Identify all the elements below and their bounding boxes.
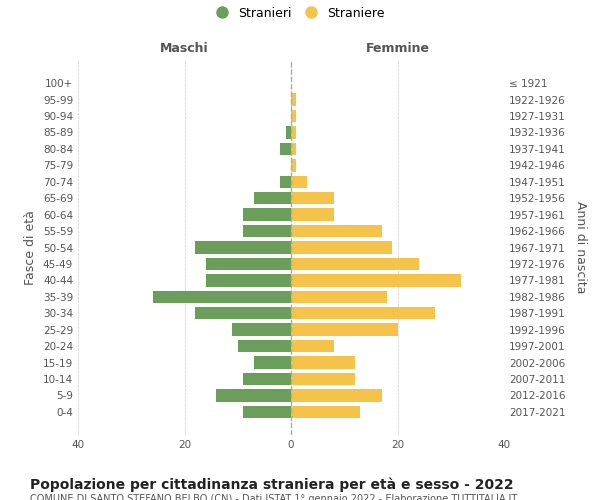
Bar	[291, 208, 334, 221]
Bar	[195, 242, 291, 254]
Bar	[291, 176, 307, 188]
Bar	[291, 242, 392, 254]
Text: Femmine: Femmine	[365, 42, 430, 56]
Bar	[217, 389, 291, 402]
Bar	[291, 274, 461, 286]
Bar	[291, 340, 334, 352]
Bar	[291, 110, 296, 122]
Bar	[238, 340, 291, 352]
Bar	[206, 258, 291, 270]
Bar	[243, 373, 291, 385]
Bar	[291, 307, 435, 320]
Bar	[291, 94, 296, 106]
Text: COMUNE DI SANTO STEFANO BELBO (CN) - Dati ISTAT 1° gennaio 2022 - Elaborazione T: COMUNE DI SANTO STEFANO BELBO (CN) - Dat…	[30, 494, 517, 500]
Text: Popolazione per cittadinanza straniera per età e sesso - 2022: Popolazione per cittadinanza straniera p…	[30, 478, 514, 492]
Bar	[280, 176, 291, 188]
Bar	[254, 356, 291, 368]
Y-axis label: Fasce di età: Fasce di età	[25, 210, 37, 285]
Bar	[195, 307, 291, 320]
Bar	[286, 126, 291, 138]
Bar	[291, 389, 382, 402]
Bar	[291, 126, 296, 138]
Bar	[243, 208, 291, 221]
Legend: Stranieri, Straniere: Stranieri, Straniere	[211, 1, 389, 25]
Bar	[291, 143, 296, 155]
Bar	[291, 192, 334, 204]
Y-axis label: Anni di nascita: Anni di nascita	[574, 201, 587, 294]
Bar	[254, 192, 291, 204]
Text: Maschi: Maschi	[160, 42, 209, 56]
Bar	[243, 225, 291, 237]
Bar	[291, 159, 296, 172]
Bar	[280, 143, 291, 155]
Bar	[152, 290, 291, 303]
Bar	[291, 290, 387, 303]
Bar	[206, 274, 291, 286]
Bar	[291, 356, 355, 368]
Bar	[291, 225, 382, 237]
Bar	[291, 324, 398, 336]
Bar	[232, 324, 291, 336]
Bar	[291, 406, 360, 418]
Bar	[291, 258, 419, 270]
Bar	[291, 373, 355, 385]
Bar	[243, 406, 291, 418]
